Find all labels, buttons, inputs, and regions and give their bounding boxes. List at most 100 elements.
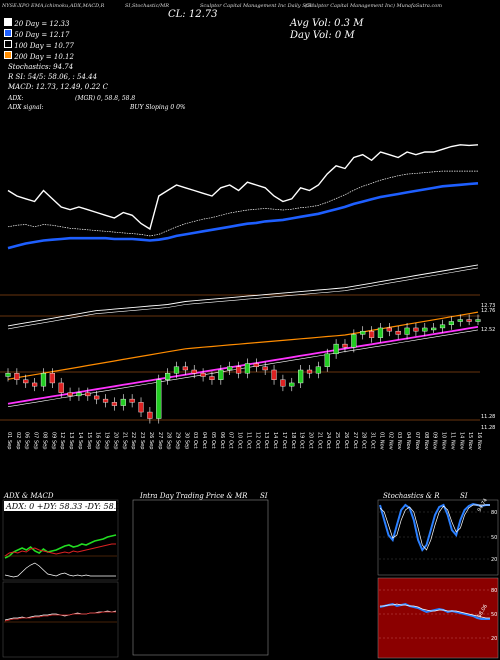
candle-body [94, 395, 100, 400]
stoch-panel-frame [377, 499, 499, 576]
date-label: 15 Nov [467, 432, 473, 450]
candle-body [271, 369, 277, 380]
candle-body [280, 379, 286, 387]
candle-body [67, 392, 73, 397]
candle-body [40, 373, 47, 387]
date-label: 08 Sep [41, 432, 47, 449]
candle-body [23, 379, 29, 384]
candle-body [466, 319, 472, 322]
candle-body [111, 402, 118, 406]
date-label: 13 Sep [68, 432, 74, 449]
buy-signal: BUY Sloping 0 0% [130, 104, 186, 111]
date-label: 18 Oct [290, 432, 296, 449]
date-label: 29 Sep [174, 432, 180, 449]
close-line [7, 144, 479, 231]
day-volume: Day Vol: 0 M [290, 30, 355, 41]
candle-body [351, 334, 357, 348]
support-resistance-lines [0, 294, 480, 421]
date-label: 10 Oct [237, 432, 243, 449]
date-label: 19 Oct [299, 432, 305, 449]
rsi-value: 58.06 [477, 604, 489, 619]
adx-label: ADX: [8, 95, 24, 102]
candle-body [306, 369, 313, 374]
date-label: 19 Sep [104, 432, 110, 449]
ema-lines [7, 170, 479, 407]
adx-line [4, 562, 116, 578]
intraday-panel-title: Intra Day Trading Price & MR [140, 492, 248, 500]
date-label: 07 Oct [228, 432, 234, 449]
candle-body [227, 366, 233, 371]
date-label: 12 Sep [59, 432, 65, 449]
date-label: 10 Nov [441, 432, 447, 450]
legend-swatch [4, 29, 12, 37]
stoch-grid: 80 50 20 [379, 510, 497, 563]
candle-body [395, 330, 401, 335]
candle-body [315, 366, 321, 374]
rsi-grid: 80 50 20 [379, 588, 497, 642]
rsi-line [379, 602, 490, 620]
candle-body [58, 382, 64, 393]
legend-swatch [4, 18, 12, 26]
candle-body [165, 373, 171, 380]
candlesticks [5, 314, 481, 424]
date-label: 15 Sep [86, 432, 92, 449]
candle-body [200, 373, 206, 377]
date-label: 28 Oct [361, 432, 367, 449]
adx-signal-label: ADX signal: [8, 104, 44, 111]
macd-panel-frame [2, 581, 119, 658]
date-label: 22 Sep [130, 432, 136, 449]
candle-body [244, 363, 251, 374]
candle-body [49, 373, 55, 384]
candle-body [14, 373, 20, 380]
ema-line-2 [7, 264, 479, 327]
date-label: 17 Oct [281, 432, 287, 449]
stoch-k-line [379, 502, 490, 552]
stoch-d-line [379, 504, 490, 551]
candle-body [5, 373, 11, 377]
legend-ema200: 200 Day = 10.12 [4, 51, 74, 61]
candle-body [129, 398, 135, 403]
date-label: 09 Sep [50, 432, 56, 449]
date-label: 27 Sep [157, 432, 163, 449]
legend-text: 100 Day = 10.77 [14, 42, 74, 50]
chart-header-4: (Sculptor Capital Management Inc) Munafa… [305, 3, 443, 9]
adx-value-text: ADX: 0 +DY: 58.33 -DY: 58.33 [5, 502, 126, 511]
adx-panel-title: ADX & MACD [4, 492, 54, 500]
candle-body [298, 369, 304, 384]
candle-body [377, 327, 384, 338]
candle-body [368, 330, 375, 338]
candle-body [333, 343, 339, 355]
legend-ema20: 20 Day = 12.33 [4, 18, 69, 28]
avg-volume: Avg Vol: 0.3 M [290, 18, 364, 29]
date-label: 06 Oct [219, 432, 225, 449]
rsi-tick: 80 [491, 588, 497, 594]
magenta-line [7, 326, 479, 405]
adx-plus-line [4, 534, 117, 559]
stoch-panel-title: Stochastics & R [383, 492, 440, 500]
date-label: 09 Nov [432, 432, 438, 450]
rsi-tick: 20 [491, 636, 497, 642]
candle-body [342, 343, 348, 348]
adx-minus-line [4, 543, 116, 557]
date-label: 01 Nov [378, 432, 384, 450]
ema-line-1 [7, 182, 479, 250]
date-label: 02 Sep [15, 432, 21, 449]
date-label: 26 Oct [343, 432, 349, 449]
price-label: 12.73 [481, 303, 495, 309]
rsi-signal-line [380, 603, 490, 619]
stoch-tick: 50 [491, 535, 497, 541]
candle-body [156, 379, 162, 419]
date-label: 16 Nov [476, 432, 482, 450]
candle-body [85, 392, 91, 397]
rsi-readout: R SI: 54/5: 58.06, : 54.44 [8, 73, 98, 81]
candle-body [218, 369, 224, 380]
chart-header-2: SI,Stochastic/MR [125, 3, 169, 9]
stoch-tick: 20 [491, 557, 497, 563]
date-label: 13 Oct [263, 432, 269, 449]
price-label: 12.76 [481, 308, 495, 314]
date-label: 21 Oct [316, 432, 322, 449]
date-label: 16 Sep [95, 432, 101, 449]
candle-body [235, 366, 242, 374]
candle-body [102, 398, 109, 403]
